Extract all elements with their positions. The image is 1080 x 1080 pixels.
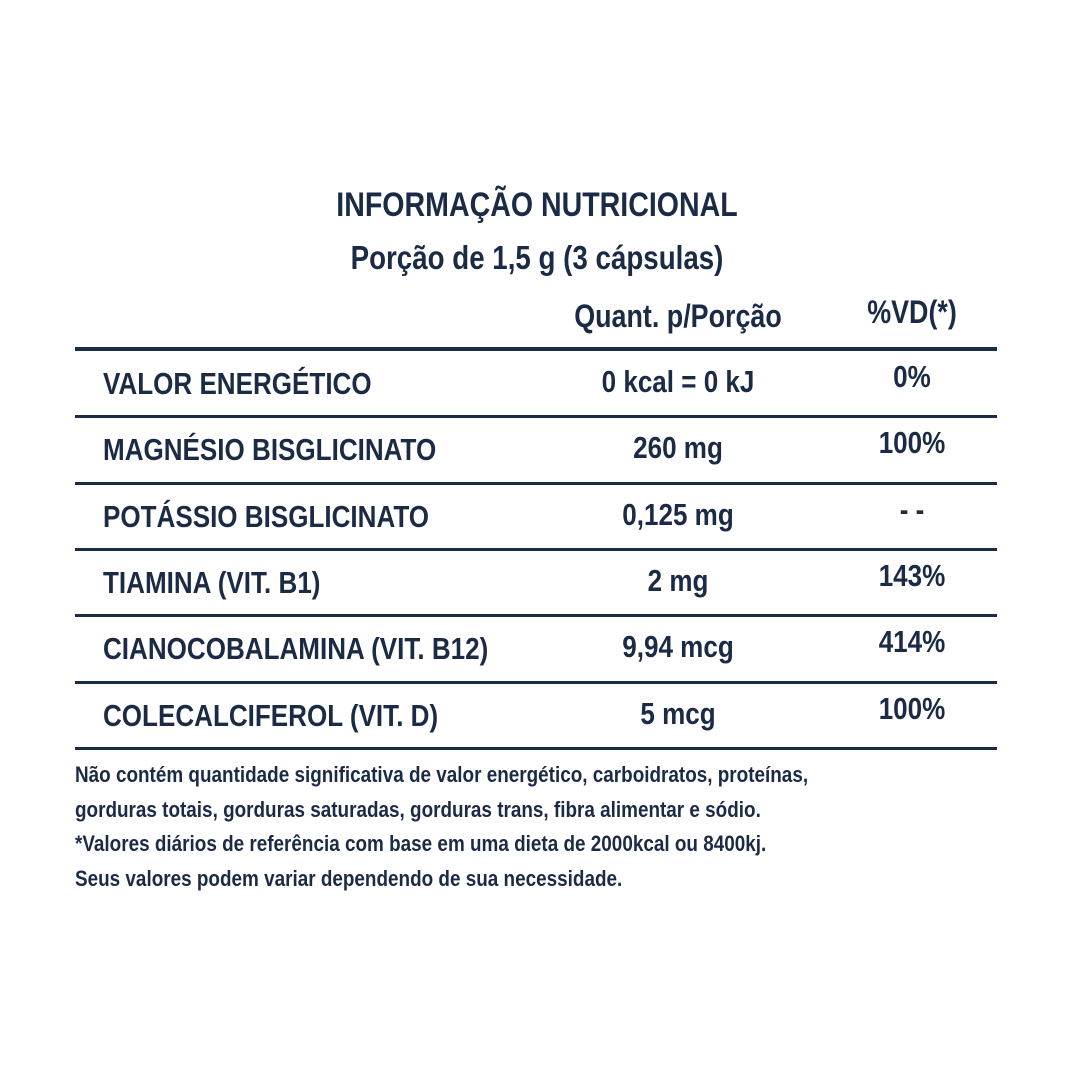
footnote-line: *Valores diários de referência com base … xyxy=(75,831,767,856)
quantity: 260 mg xyxy=(633,430,723,466)
daily-value: 0% xyxy=(893,359,931,395)
daily-value: 100% xyxy=(878,425,946,461)
title: INFORMAÇÃO NUTRICIONAL xyxy=(336,186,738,224)
nutrient-name: MAGNÉSIO BISGLICINATO xyxy=(103,432,437,468)
daily-value: 143% xyxy=(878,558,946,594)
nutrient-name: VALOR ENERGÉTICO xyxy=(103,366,372,402)
row-rule xyxy=(75,547,997,551)
column-header: Quant. p/Porção xyxy=(574,298,782,334)
daily-value: 414% xyxy=(878,624,946,660)
footnote-line: Não contém quantidade significativa de v… xyxy=(75,762,809,787)
row-rule xyxy=(75,680,997,684)
header-rule xyxy=(75,347,997,351)
quantity: 9,94 mcg xyxy=(622,629,734,665)
nutrient-name: TIAMINA (VIT. B1) xyxy=(103,565,321,601)
nutrient-name: COLECALCIFEROL (VIT. D) xyxy=(103,697,439,733)
nutrient-name: POTÁSSIO BISGLICINATO xyxy=(103,498,430,534)
row-rule xyxy=(75,746,997,750)
quantity: 2 mg xyxy=(647,563,709,599)
daily-value: - - xyxy=(899,491,925,527)
quantity: 0,125 mg xyxy=(622,496,734,532)
daily-value: 100% xyxy=(878,690,946,726)
column-header: %VD(*) xyxy=(867,294,957,330)
row-rule xyxy=(75,481,997,485)
row-rule xyxy=(75,614,997,618)
row-rule xyxy=(75,415,997,419)
nutrient-name: CIANOCOBALAMINA (VIT. B12) xyxy=(103,631,489,667)
footnote-line: Seus valores podem variar dependendo de … xyxy=(75,865,623,891)
quantity: 5 mcg xyxy=(640,695,716,731)
quantity: 0 kcal = 0 kJ xyxy=(601,364,755,400)
subtitle: Porção de 1,5 g (3 cápsulas) xyxy=(350,239,724,276)
footnote-line: gorduras totais, gorduras saturadas, gor… xyxy=(75,796,761,822)
